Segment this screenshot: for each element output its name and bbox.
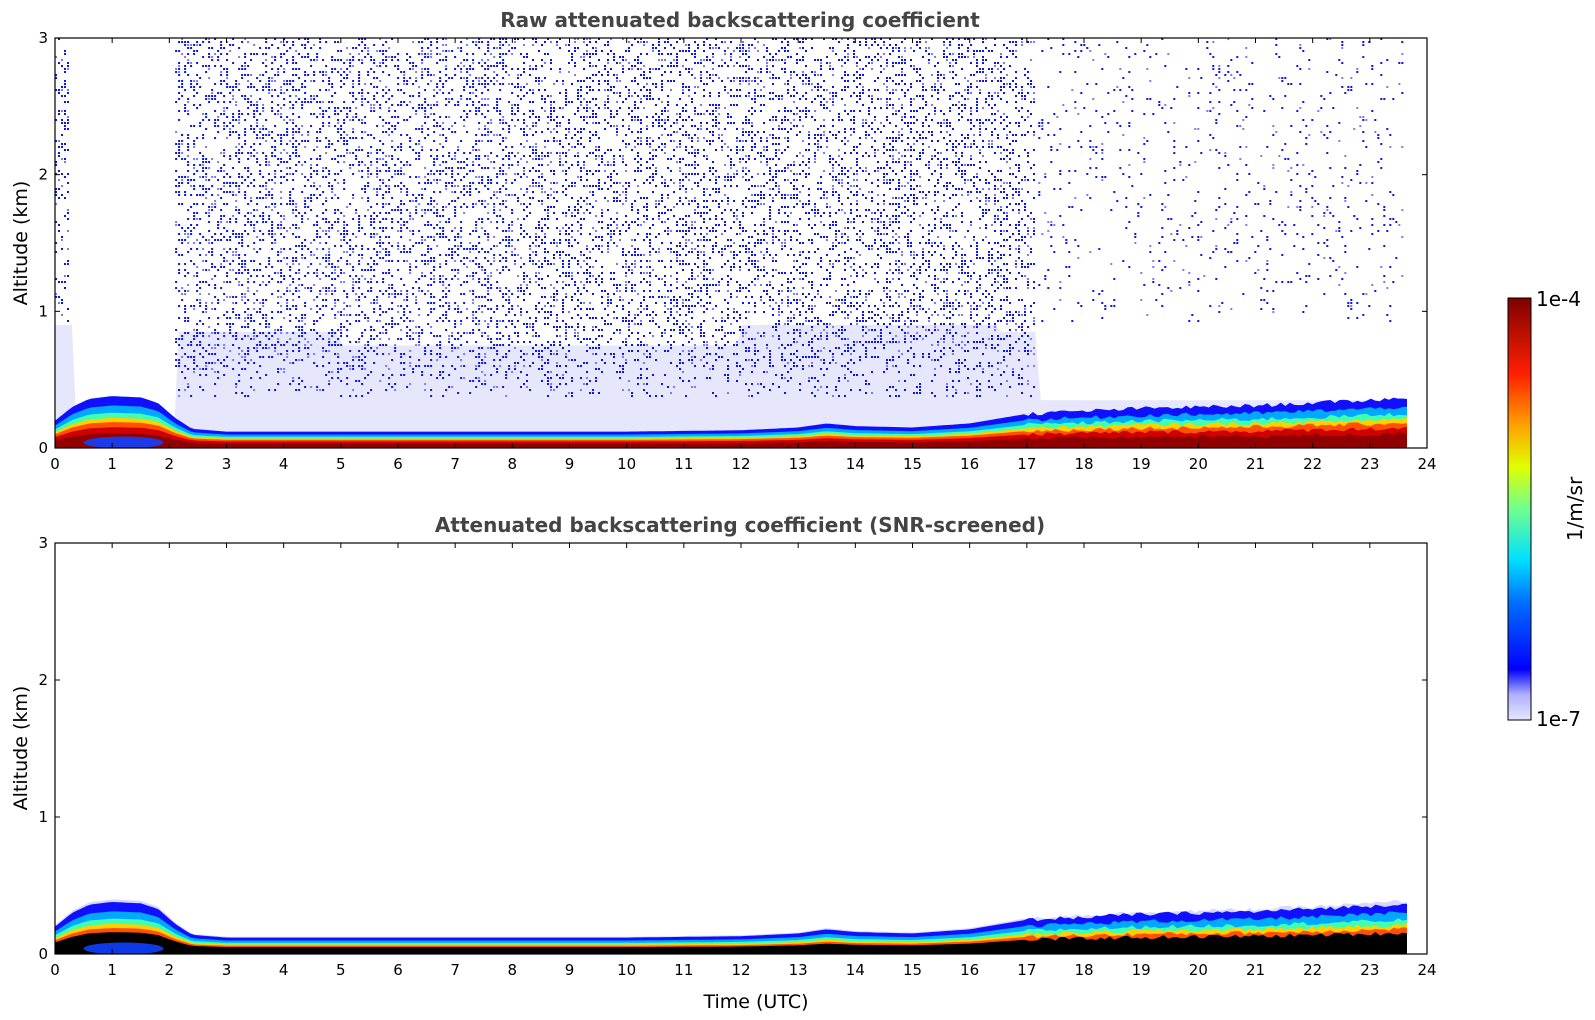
- panel1-title: Raw attenuated backscattering coefficien…: [500, 8, 980, 32]
- y-tick-label: 0: [38, 439, 48, 457]
- x-tick-label: 13: [789, 961, 808, 979]
- x-tick-label: 10: [617, 961, 636, 979]
- x-tick-label: 7: [450, 961, 460, 979]
- x-tick-label: 1: [107, 455, 117, 473]
- x-tick-label: 5: [336, 961, 346, 979]
- x-tick-label: 18: [1074, 455, 1093, 473]
- x-tick-label: 9: [565, 961, 575, 979]
- y-tick-label: 0: [38, 945, 48, 963]
- x-tick-label: 3: [222, 961, 232, 979]
- boundary-layer-band: [55, 931, 1407, 954]
- y-tick-label: 3: [38, 534, 48, 552]
- raw-backscatter-panel: Raw attenuated backscattering coefficien…: [10, 8, 1437, 473]
- x-tick-label: 18: [1074, 961, 1093, 979]
- panel1-axes: 0 1 2 3 4 5 6 7 8 9 10 11 12 13 14 15 16 17 18 19 20 21 22 23 24…: [38, 29, 1436, 473]
- panel2-frame: [54, 542, 1428, 955]
- x-tick-label: 17: [1017, 961, 1036, 979]
- x-tick-label: 10: [617, 455, 636, 473]
- panel1-boundary-layer: [55, 396, 1407, 449]
- panel2-axes: 0 1 2 3 4 5 6 7 8 9 10 11 12 13 14 15 16 17 18 19 20 21 22 23 24…: [38, 534, 1436, 979]
- colorbar-min-label: 1e-7: [1536, 707, 1581, 731]
- x-tick-label: 15: [903, 455, 922, 473]
- surface-layer-feature: [83, 942, 164, 955]
- x-tick-label: 2: [165, 961, 175, 979]
- x-tick-label: 7: [450, 455, 460, 473]
- x-tick-label: 11: [674, 455, 693, 473]
- snr-screened-panel: Attenuated backscattering coefficient (S…: [10, 513, 1437, 1013]
- x-tick-label: 21: [1246, 961, 1265, 979]
- y-tick-label: 2: [38, 671, 48, 689]
- colorbar: 1e-4 1e-7 1/m/sr: [1507, 287, 1587, 731]
- x-tick-label: 8: [508, 455, 518, 473]
- x-tick-label: 6: [393, 961, 403, 979]
- x-tick-label: 5: [336, 455, 346, 473]
- x-tick-label: 21: [1246, 455, 1265, 473]
- x-tick-label: 16: [960, 455, 979, 473]
- xaxis-label: Time (UTC): [702, 991, 808, 1013]
- panel2-boundary-layer: [55, 899, 1407, 955]
- boundary-layer-band: [55, 432, 1407, 448]
- y-tick-label: 1: [38, 808, 48, 826]
- x-tick-label: 0: [50, 961, 60, 979]
- x-tick-label: 16: [960, 961, 979, 979]
- x-tick-label: 2: [165, 455, 175, 473]
- x-tick-label: 23: [1360, 961, 1379, 979]
- colorbar-max-label: 1e-4: [1536, 287, 1581, 311]
- x-tick-label: 14: [846, 961, 865, 979]
- panel2-ylabel: Altitude (km): [10, 686, 32, 811]
- panel1-noise-speckle: [55, 38, 1404, 397]
- x-tick-label: 19: [1132, 455, 1151, 473]
- x-tick-label: 11: [674, 961, 693, 979]
- x-tick-label: 22: [1303, 455, 1322, 473]
- y-tick-label: 3: [38, 29, 48, 47]
- panel2-title: Attenuated backscattering coefficient (S…: [435, 513, 1045, 537]
- x-tick-label: 14: [846, 455, 865, 473]
- colorbar-gradient: [1507, 297, 1532, 721]
- x-tick-label: 17: [1017, 455, 1036, 473]
- x-tick-label: 8: [508, 961, 518, 979]
- x-tick-label: 13: [789, 455, 808, 473]
- panel1-ylabel: Altitude (km): [10, 181, 32, 306]
- panel2-heatmap: [55, 899, 1407, 955]
- x-tick-label: 12: [731, 961, 750, 979]
- x-tick-label: 6: [393, 455, 403, 473]
- x-tick-label: 15: [903, 961, 922, 979]
- x-tick-label: 22: [1303, 961, 1322, 979]
- x-tick-label: 1: [107, 961, 117, 979]
- x-tick-label: 23: [1360, 455, 1379, 473]
- x-tick-label: 24: [1417, 961, 1436, 979]
- surface-layer-feature: [83, 436, 164, 449]
- x-tick-label: 0: [50, 455, 60, 473]
- colorbar-unit-label: 1/m/sr: [1563, 476, 1587, 541]
- panel1-heatmap: [55, 38, 1407, 449]
- x-tick-label: 19: [1132, 961, 1151, 979]
- x-tick-label: 24: [1417, 455, 1436, 473]
- x-tick-label: 20: [1189, 455, 1208, 473]
- y-tick-label: 1: [38, 302, 48, 320]
- y-tick-label: 2: [38, 166, 48, 184]
- x-tick-label: 12: [731, 455, 750, 473]
- x-tick-label: 3: [222, 455, 232, 473]
- x-tick-label: 4: [279, 961, 289, 979]
- x-tick-label: 9: [565, 455, 575, 473]
- x-tick-label: 20: [1189, 961, 1208, 979]
- x-tick-label: 4: [279, 455, 289, 473]
